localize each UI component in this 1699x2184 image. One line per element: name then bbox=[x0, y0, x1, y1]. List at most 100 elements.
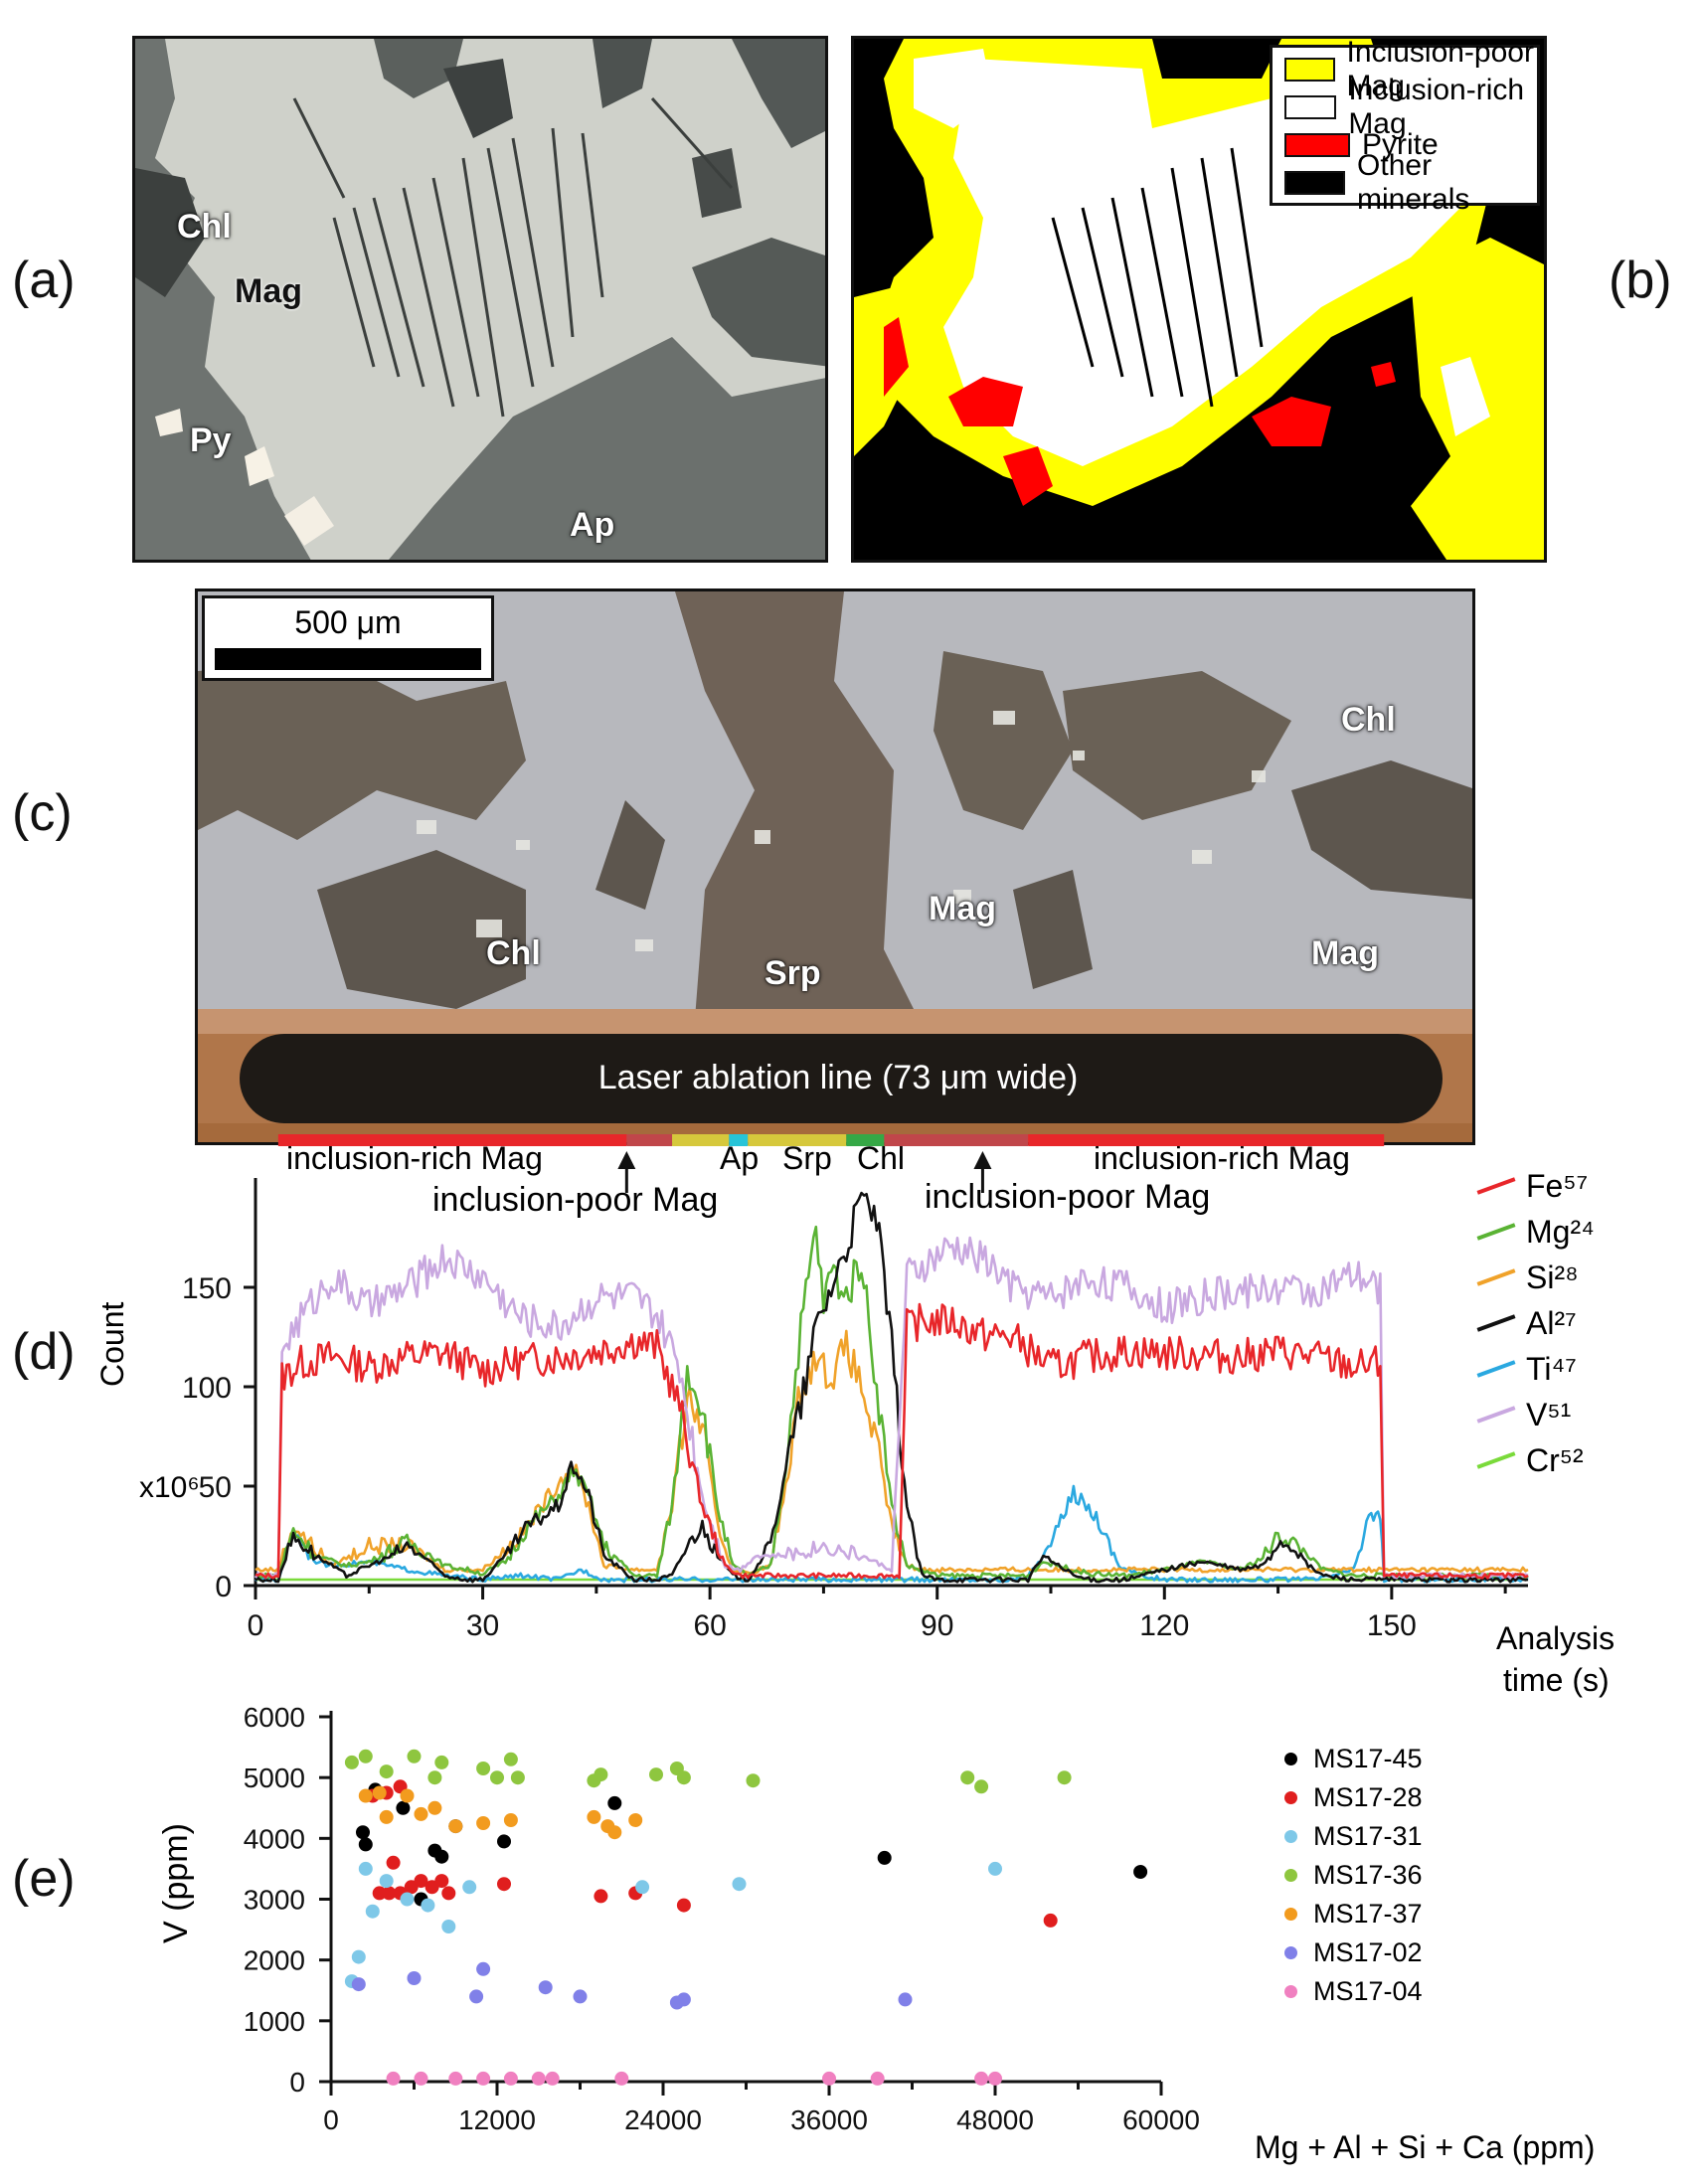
legend-label: Inclusion-rich Mag bbox=[1348, 74, 1525, 140]
micrograph-a-texture bbox=[135, 39, 825, 560]
x-tick-label-d: 90 bbox=[921, 1609, 953, 1642]
y-tick-label-e: 4000 bbox=[244, 1823, 305, 1854]
label-chl: Chl bbox=[177, 208, 232, 246]
scatter-point bbox=[379, 1764, 394, 1779]
micrograph-a: Chl Mag Py Ap bbox=[132, 36, 828, 563]
legend-line bbox=[1476, 1223, 1516, 1241]
y-axis-label-d: Count bbox=[94, 1301, 130, 1387]
scatter-point bbox=[358, 1749, 373, 1764]
legend-label: MS17-36 bbox=[1313, 1860, 1423, 1890]
label-mag-right: Mag bbox=[1311, 934, 1379, 972]
legend-dot bbox=[1284, 1791, 1297, 1804]
scatter-point bbox=[386, 1855, 401, 1870]
legend-label: Si²⁸ bbox=[1526, 1259, 1579, 1295]
scatter-point bbox=[988, 2071, 1002, 2086]
scatter-point bbox=[372, 1886, 387, 1901]
series-line-0 bbox=[255, 1302, 1529, 1580]
x-tick-label-d: 30 bbox=[466, 1609, 499, 1642]
legend-item: MS17-36 bbox=[1284, 1856, 1423, 1895]
panel-label-d: (d) bbox=[12, 1323, 76, 1381]
scatter-point bbox=[614, 2071, 629, 2086]
scatter-point bbox=[379, 1809, 394, 1824]
legend-label: MS17-02 bbox=[1313, 1937, 1423, 1967]
legend-dot bbox=[1284, 1908, 1297, 1921]
scatter-point bbox=[365, 1904, 380, 1919]
label-mag-middle: Mag bbox=[929, 890, 996, 927]
micrograph-c: 500 μm Chl Chl Mag Srp Mag Laser ablatio… bbox=[195, 588, 1475, 1145]
scatter-point bbox=[358, 1788, 373, 1803]
zone-segment bbox=[672, 1134, 730, 1146]
scatter-point bbox=[538, 1980, 553, 1995]
legend-item: Al²⁷ bbox=[1476, 1300, 1595, 1346]
legend-label: Cr⁵² bbox=[1526, 1441, 1584, 1478]
legend-item: MS17-31 bbox=[1284, 1817, 1423, 1856]
scatter-point bbox=[396, 1800, 411, 1815]
zone-segment bbox=[729, 1134, 749, 1146]
scatter-point bbox=[1057, 1770, 1072, 1785]
scatter-point bbox=[379, 1874, 394, 1889]
scatter-point bbox=[414, 1806, 428, 1821]
scatter-point bbox=[462, 1880, 477, 1895]
scatter-point bbox=[594, 1767, 608, 1782]
scatter-point bbox=[407, 1971, 422, 1985]
scatter-point bbox=[573, 1989, 588, 2004]
scatter-point bbox=[356, 1825, 370, 1840]
legend-line bbox=[1476, 1360, 1516, 1378]
legend-label: Pyrite bbox=[1362, 128, 1439, 161]
legend-label: V⁵¹ bbox=[1526, 1396, 1572, 1432]
y-tick-label-e: 2000 bbox=[244, 1945, 305, 1976]
scatter-point bbox=[441, 1920, 456, 1933]
classification-map-b: Inclusion-poor Mag Inclusion-rich Mag Py… bbox=[851, 36, 1547, 563]
series-line-3 bbox=[255, 1191, 1529, 1584]
scatter-point bbox=[974, 2071, 989, 2086]
y-tick-label-e: 1000 bbox=[244, 2006, 305, 2037]
scatter-point bbox=[476, 1762, 491, 1775]
scale-bar bbox=[215, 648, 481, 670]
panel-label-e: (e) bbox=[12, 1850, 76, 1908]
zone-text-poor-left: inclusion-poor Mag bbox=[432, 1181, 719, 1219]
scatter-point bbox=[510, 1770, 525, 1785]
scatter-point bbox=[531, 2071, 546, 2086]
legend-e: MS17-45 MS17-28 MS17-31 MS17-36 MS17-37 … bbox=[1284, 1740, 1423, 2011]
legend-item: MS17-45 bbox=[1284, 1740, 1423, 1778]
scatter-point bbox=[400, 1788, 415, 1803]
legend-swatch bbox=[1284, 95, 1337, 119]
legend-d: Fe⁵⁷ Mg²⁴ Si²⁸ Al²⁷ Ti⁴⁷ V⁵¹ Cr⁵² bbox=[1476, 1163, 1595, 1483]
scatter-point bbox=[434, 1755, 449, 1769]
scatter-point bbox=[476, 2071, 491, 2086]
scatter-point bbox=[960, 1770, 975, 1785]
zone-segment bbox=[277, 1134, 627, 1146]
legend-label: Ti⁴⁷ bbox=[1526, 1350, 1577, 1387]
y-tick-label-d: 150 bbox=[182, 1272, 232, 1305]
scatter-point bbox=[1043, 1913, 1058, 1928]
scatter-point bbox=[822, 2071, 836, 2086]
scatter-point bbox=[421, 1898, 435, 1913]
scatter-point bbox=[351, 1977, 366, 1992]
micrograph-c-texture bbox=[198, 591, 1472, 1142]
legend-item: Ti⁴⁷ bbox=[1476, 1346, 1595, 1392]
scatter-point bbox=[587, 1809, 601, 1824]
scatter-point bbox=[448, 2071, 463, 2086]
legend-item: MS17-37 bbox=[1284, 1895, 1423, 1933]
scatter-point bbox=[607, 1825, 622, 1840]
legend-line bbox=[1476, 1451, 1516, 1469]
scatter-point bbox=[877, 1850, 892, 1865]
legend-item: MS17-02 bbox=[1284, 1933, 1423, 1972]
scatter-point bbox=[358, 1837, 373, 1852]
legend-dot bbox=[1284, 1830, 1297, 1843]
scatter-point bbox=[351, 1949, 366, 1964]
scatter-point bbox=[676, 1770, 691, 1785]
panel-label-c: (c) bbox=[12, 784, 73, 842]
panel-label-b: (b) bbox=[1609, 252, 1672, 309]
y-tick-label-e: 5000 bbox=[244, 1763, 305, 1793]
y-tick-label-e: 0 bbox=[289, 2067, 305, 2098]
y-axis-scale-d: x10⁶ bbox=[139, 1471, 200, 1504]
y-tick-label-d: 0 bbox=[215, 1571, 232, 1603]
legend-item: Other minerals bbox=[1273, 149, 1537, 216]
scatter-point bbox=[427, 1800, 442, 1815]
x-axis-label-d-line1: Analysis bbox=[1496, 1620, 1615, 1656]
scatter-point bbox=[427, 1770, 442, 1785]
scatter-point bbox=[414, 1874, 428, 1889]
zone-arrow-head bbox=[973, 1151, 992, 1169]
